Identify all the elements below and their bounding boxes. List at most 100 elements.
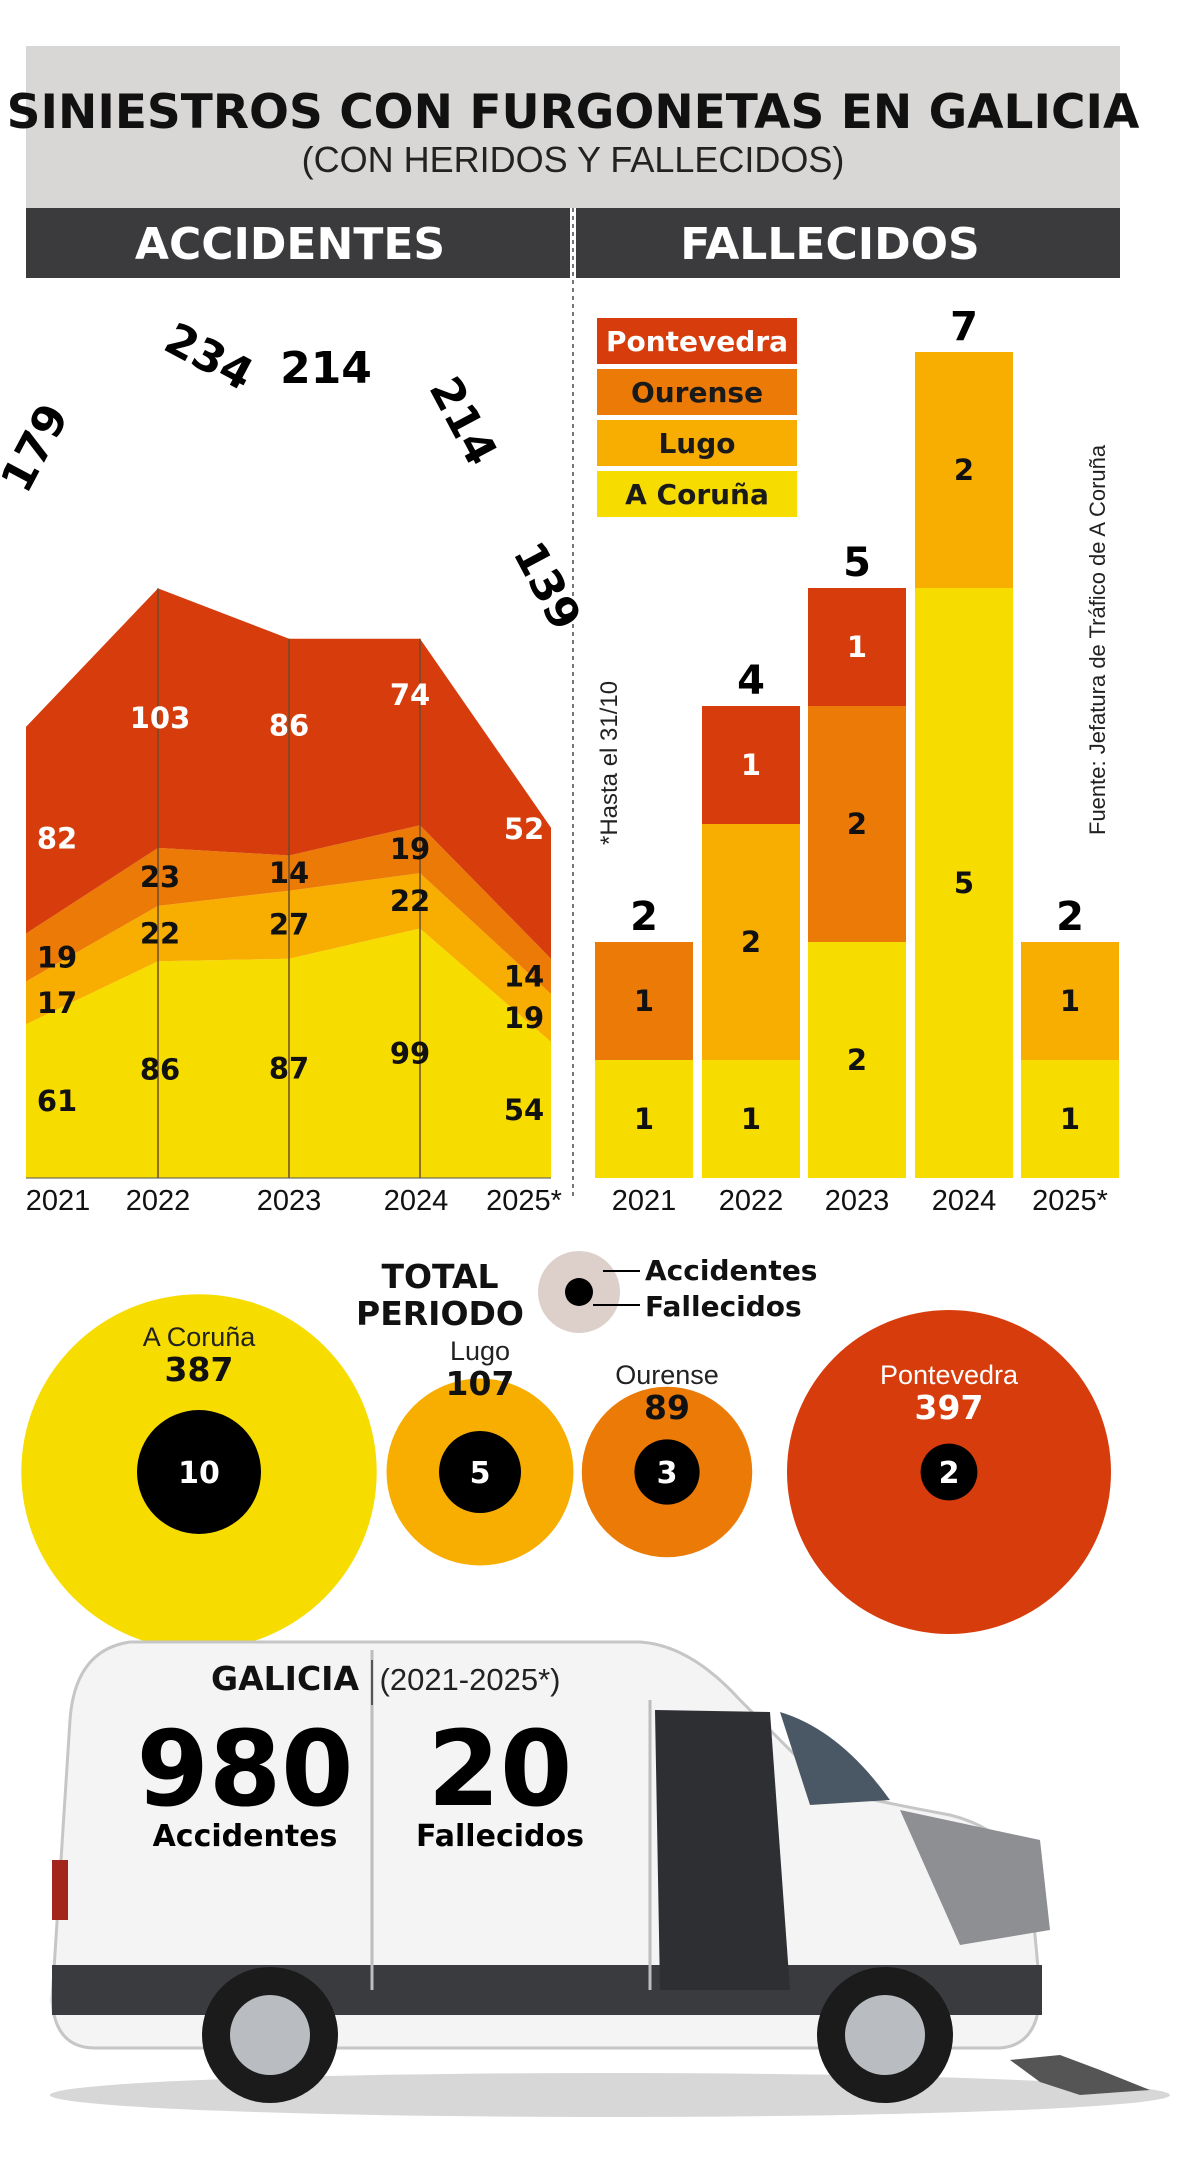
legend-inner-circle [565, 1278, 593, 1306]
fallecidos-header-bar [576, 208, 1120, 278]
area-x-tick: 2022 [126, 1185, 191, 1217]
legend-swatch-lugo [597, 420, 797, 466]
accidentes-total-value: 980 [136, 1708, 353, 1830]
bar-pontevedra [808, 588, 906, 706]
bubble-name: A Coruña [143, 1322, 257, 1352]
van-debris [1010, 2055, 1150, 2095]
footnote: *Hasta el 31/10 [596, 681, 623, 845]
van-open-door [655, 1710, 790, 1990]
bar-a-coruna [1021, 1060, 1119, 1178]
main-title: SINIESTROS CON FURGONETAS EN GALICIA [7, 85, 1140, 140]
legend-label-a-coruna: A Coruña [625, 478, 769, 511]
bar-a-coruna [915, 588, 1013, 1178]
area-label-pontevedra: 74 [390, 678, 430, 712]
bar-x-tick: 2022 [719, 1185, 784, 1217]
area-label-pontevedra: 103 [130, 701, 191, 735]
area-label-ourense: 23 [140, 860, 180, 894]
van-taillight [52, 1860, 68, 1920]
area-label-ourense: 19 [390, 832, 430, 866]
summary-period: (2021-2025*) [380, 1662, 561, 1697]
area-label-lugo: 17 [37, 986, 77, 1020]
legend-label-lugo: Lugo [658, 427, 735, 460]
area-x-tick: 2023 [257, 1185, 322, 1217]
bubble-inner-lugo [439, 1431, 521, 1513]
area-label-ourense: 19 [37, 941, 77, 975]
bubble-inner-pontevedra [920, 1443, 978, 1501]
summary-region: GALICIA [211, 1659, 359, 1698]
bar-value-label: 1 [741, 748, 761, 782]
area-total-label: 214 [419, 369, 507, 474]
bubble-accidentes: 397 [915, 1388, 984, 1427]
legend-label-pontevedra: Pontevedra [606, 325, 788, 358]
legend-swatch-pontevedra [597, 318, 797, 364]
legend-swatch-ourense [597, 369, 797, 415]
bar-lugo [702, 824, 800, 1060]
van-rear-rim [230, 1995, 310, 2075]
total-periodo-title-1: TOTAL [381, 1257, 498, 1296]
total-periodo-title-2: PERIODO [356, 1294, 524, 1333]
legend-label-ourense: Ourense [631, 376, 763, 409]
bar-x-tick: 2023 [825, 1185, 890, 1217]
bar-value-label: 2 [741, 925, 761, 959]
bar-value-label: 1 [741, 1102, 761, 1136]
area-label-a-coruna: 87 [269, 1051, 309, 1085]
bar-total-label: 5 [843, 540, 871, 586]
area-label-ourense: 14 [269, 856, 309, 890]
area-label-lugo: 22 [390, 884, 430, 918]
bar-total-label: 4 [737, 658, 765, 704]
bubble-inner-a-coruna [137, 1410, 261, 1534]
bar-value-label: 1 [634, 984, 654, 1018]
fallecidos-total-label: Fallecidos [416, 1819, 584, 1854]
accidentes-total-label: Accidentes [153, 1819, 338, 1854]
van-front-rim [845, 1995, 925, 2075]
bar-a-coruna [808, 942, 906, 1178]
area-label-a-coruna: 54 [504, 1093, 544, 1127]
accidentes-header-bar [26, 208, 570, 278]
area-label-lugo: 22 [140, 917, 180, 951]
area-total-label: 139 [503, 534, 591, 639]
bubble-inner-ourense [634, 1439, 700, 1505]
fallecidos-total-value: 20 [428, 1708, 573, 1830]
bar-x-tick: 2025* [1032, 1185, 1108, 1217]
bar-x-tick: 2021 [612, 1185, 677, 1217]
fallecidos-header: FALLECIDOS [680, 219, 979, 270]
bubble-name: Ourense [615, 1360, 719, 1390]
bar-value-label: 2 [954, 453, 974, 487]
area-label-a-coruna: 86 [140, 1053, 180, 1087]
title-background [26, 46, 1120, 208]
bubble-accidentes: 89 [644, 1388, 690, 1427]
area-total-label: 234 [156, 313, 261, 401]
bar-total-label: 7 [950, 304, 978, 350]
bar-value-label: 2 [847, 1043, 867, 1077]
bubble-accidentes: 387 [165, 1350, 234, 1389]
legend-swatch-a-coruna [597, 471, 797, 517]
bubble-name: Pontevedra [880, 1360, 1019, 1390]
bar-ourense [808, 706, 906, 942]
bar-lugo [915, 352, 1013, 588]
bar-value-label: 5 [954, 866, 974, 900]
legend-accidentes: Accidentes [645, 1254, 817, 1287]
bubble-name: Lugo [450, 1336, 510, 1366]
area-label-pontevedra: 52 [504, 812, 544, 846]
bar-pontevedra [702, 706, 800, 824]
bubble-accidentes: 107 [446, 1364, 515, 1403]
accidentes-header: ACCIDENTES [135, 219, 445, 270]
bar-value-label: 1 [847, 630, 867, 664]
area-label-lugo: 19 [504, 1001, 544, 1035]
area-label-pontevedra: 82 [37, 822, 77, 856]
area-x-tick: 2024 [384, 1185, 449, 1217]
bar-lugo [1021, 942, 1119, 1060]
area-x-tick: 2021 [26, 1185, 91, 1217]
fallecidos-bar-chart: 1 1 2 2021 1 2 1 4 2022 2 2 1 5 2023 5 2 7 2024 1 1 2 2025* [595, 304, 1119, 1217]
bar-a-coruna [702, 1060, 800, 1178]
bar-ourense [595, 942, 693, 1060]
bubble-fallecidos: 10 [178, 1456, 220, 1491]
area-label-lugo: 27 [269, 908, 309, 942]
van-windshield [780, 1712, 890, 1805]
area-label-a-coruna: 61 [37, 1084, 77, 1118]
bar-value-label: 1 [1060, 1102, 1080, 1136]
bar-value-label: 1 [1060, 984, 1080, 1018]
source-note: Fuente: Jefatura de Tráfico de A Coruña [1085, 444, 1110, 835]
van-body [50, 1640, 1042, 2050]
